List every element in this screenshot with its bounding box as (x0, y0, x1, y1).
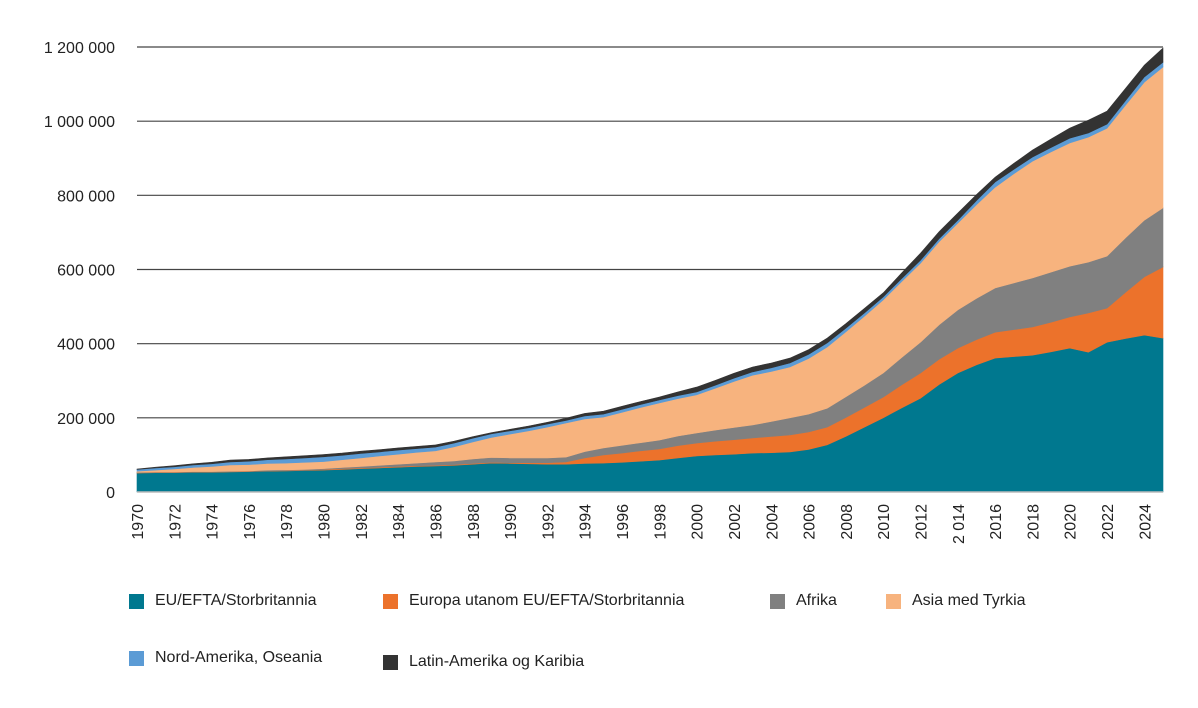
areas (136, 47, 1164, 493)
x-tick-label: 1984 (391, 504, 408, 540)
y-tick-label: 0 (106, 485, 115, 502)
x-tick-label: 1986 (428, 504, 445, 540)
x-tick-label: 2010 (876, 504, 893, 540)
x-tick-label: 1976 (242, 504, 259, 540)
legend-item-asia: Asia med Tyrkia (886, 592, 1026, 610)
x-tick-label: 1990 (503, 504, 520, 540)
x-tick-label: 1978 (279, 504, 296, 540)
x-tick-label: 2018 (1025, 504, 1042, 540)
legend-item-nord-amerika: Nord-Amerika, Oseania (129, 649, 322, 667)
x-tick-label: 1994 (578, 504, 595, 540)
legend-label: Afrika (796, 592, 837, 609)
legend-label: Asia med Tyrkia (912, 592, 1026, 609)
x-tick-label: 1996 (615, 504, 632, 540)
x-tick-label: 2004 (764, 504, 781, 540)
legend-swatch (886, 593, 901, 609)
x-tick-label: 1992 (540, 504, 557, 540)
x-tick-label: 1982 (354, 504, 371, 540)
legend-item-afrika: Afrika (770, 592, 837, 610)
area-latin-amerika-og-karibia (136, 47, 1164, 470)
x-tick-label: 2002 (727, 504, 744, 540)
legend-swatch (129, 650, 144, 666)
x-tick-label: 2016 (988, 504, 1005, 540)
x-tick-label: 2008 (839, 504, 856, 540)
y-tick-label: 400 000 (57, 337, 115, 354)
x-tick-label: 1970 (130, 504, 147, 540)
x-tick-label: 2020 (1063, 504, 1080, 540)
legend-label: Europa utanom EU/EFTA/Storbritannia (409, 592, 685, 609)
x-tick-label: 1980 (317, 504, 334, 540)
legend-swatch (129, 593, 144, 609)
legend-item-latin-amerika: Latin-Amerika og Karibia (383, 653, 584, 671)
x-tick-label: 2024 (1137, 504, 1154, 540)
x-tick-label: 2 014 (951, 504, 968, 544)
x-tick-label: 2000 (690, 504, 707, 540)
legend-label: Nord-Amerika, Oseania (155, 649, 323, 666)
x-tick-label: 2022 (1100, 504, 1117, 540)
x-tick-label: 1998 (652, 504, 669, 540)
x-tick-label: 1972 (167, 504, 184, 540)
y-tick-label: 1 200 000 (44, 40, 115, 57)
y-axis-tick-labels: 0 200 000 400 000 600 000 800 000 1 000 000 1 … (44, 40, 115, 502)
x-tick-label: 1974 (205, 504, 222, 540)
legend-label: Latin-Amerika og Karibia (409, 653, 585, 670)
y-tick-label: 1 000 000 (44, 114, 115, 131)
x-tick-label: 1988 (466, 504, 483, 540)
x-axis-tick-labels: 1970 1972 1974 1976 1978 1980 1982 1984 1986 1988… (130, 504, 1154, 544)
legend-swatch (383, 593, 398, 609)
legend-item-eu-efta: EU/EFTA/Storbritannia (129, 592, 317, 610)
x-tick-label: 2006 (802, 504, 819, 540)
y-tick-label: 200 000 (57, 411, 115, 428)
y-tick-label: 600 000 (57, 263, 115, 280)
legend-swatch (770, 593, 785, 609)
legend-swatch (383, 654, 398, 670)
x-tick-label: 2012 (913, 504, 930, 540)
y-tick-label: 800 000 (57, 188, 115, 205)
legend-item-europa-utanom: Europa utanom EU/EFTA/Storbritannia (383, 592, 684, 610)
legend-label: EU/EFTA/Storbritannia (155, 592, 317, 609)
